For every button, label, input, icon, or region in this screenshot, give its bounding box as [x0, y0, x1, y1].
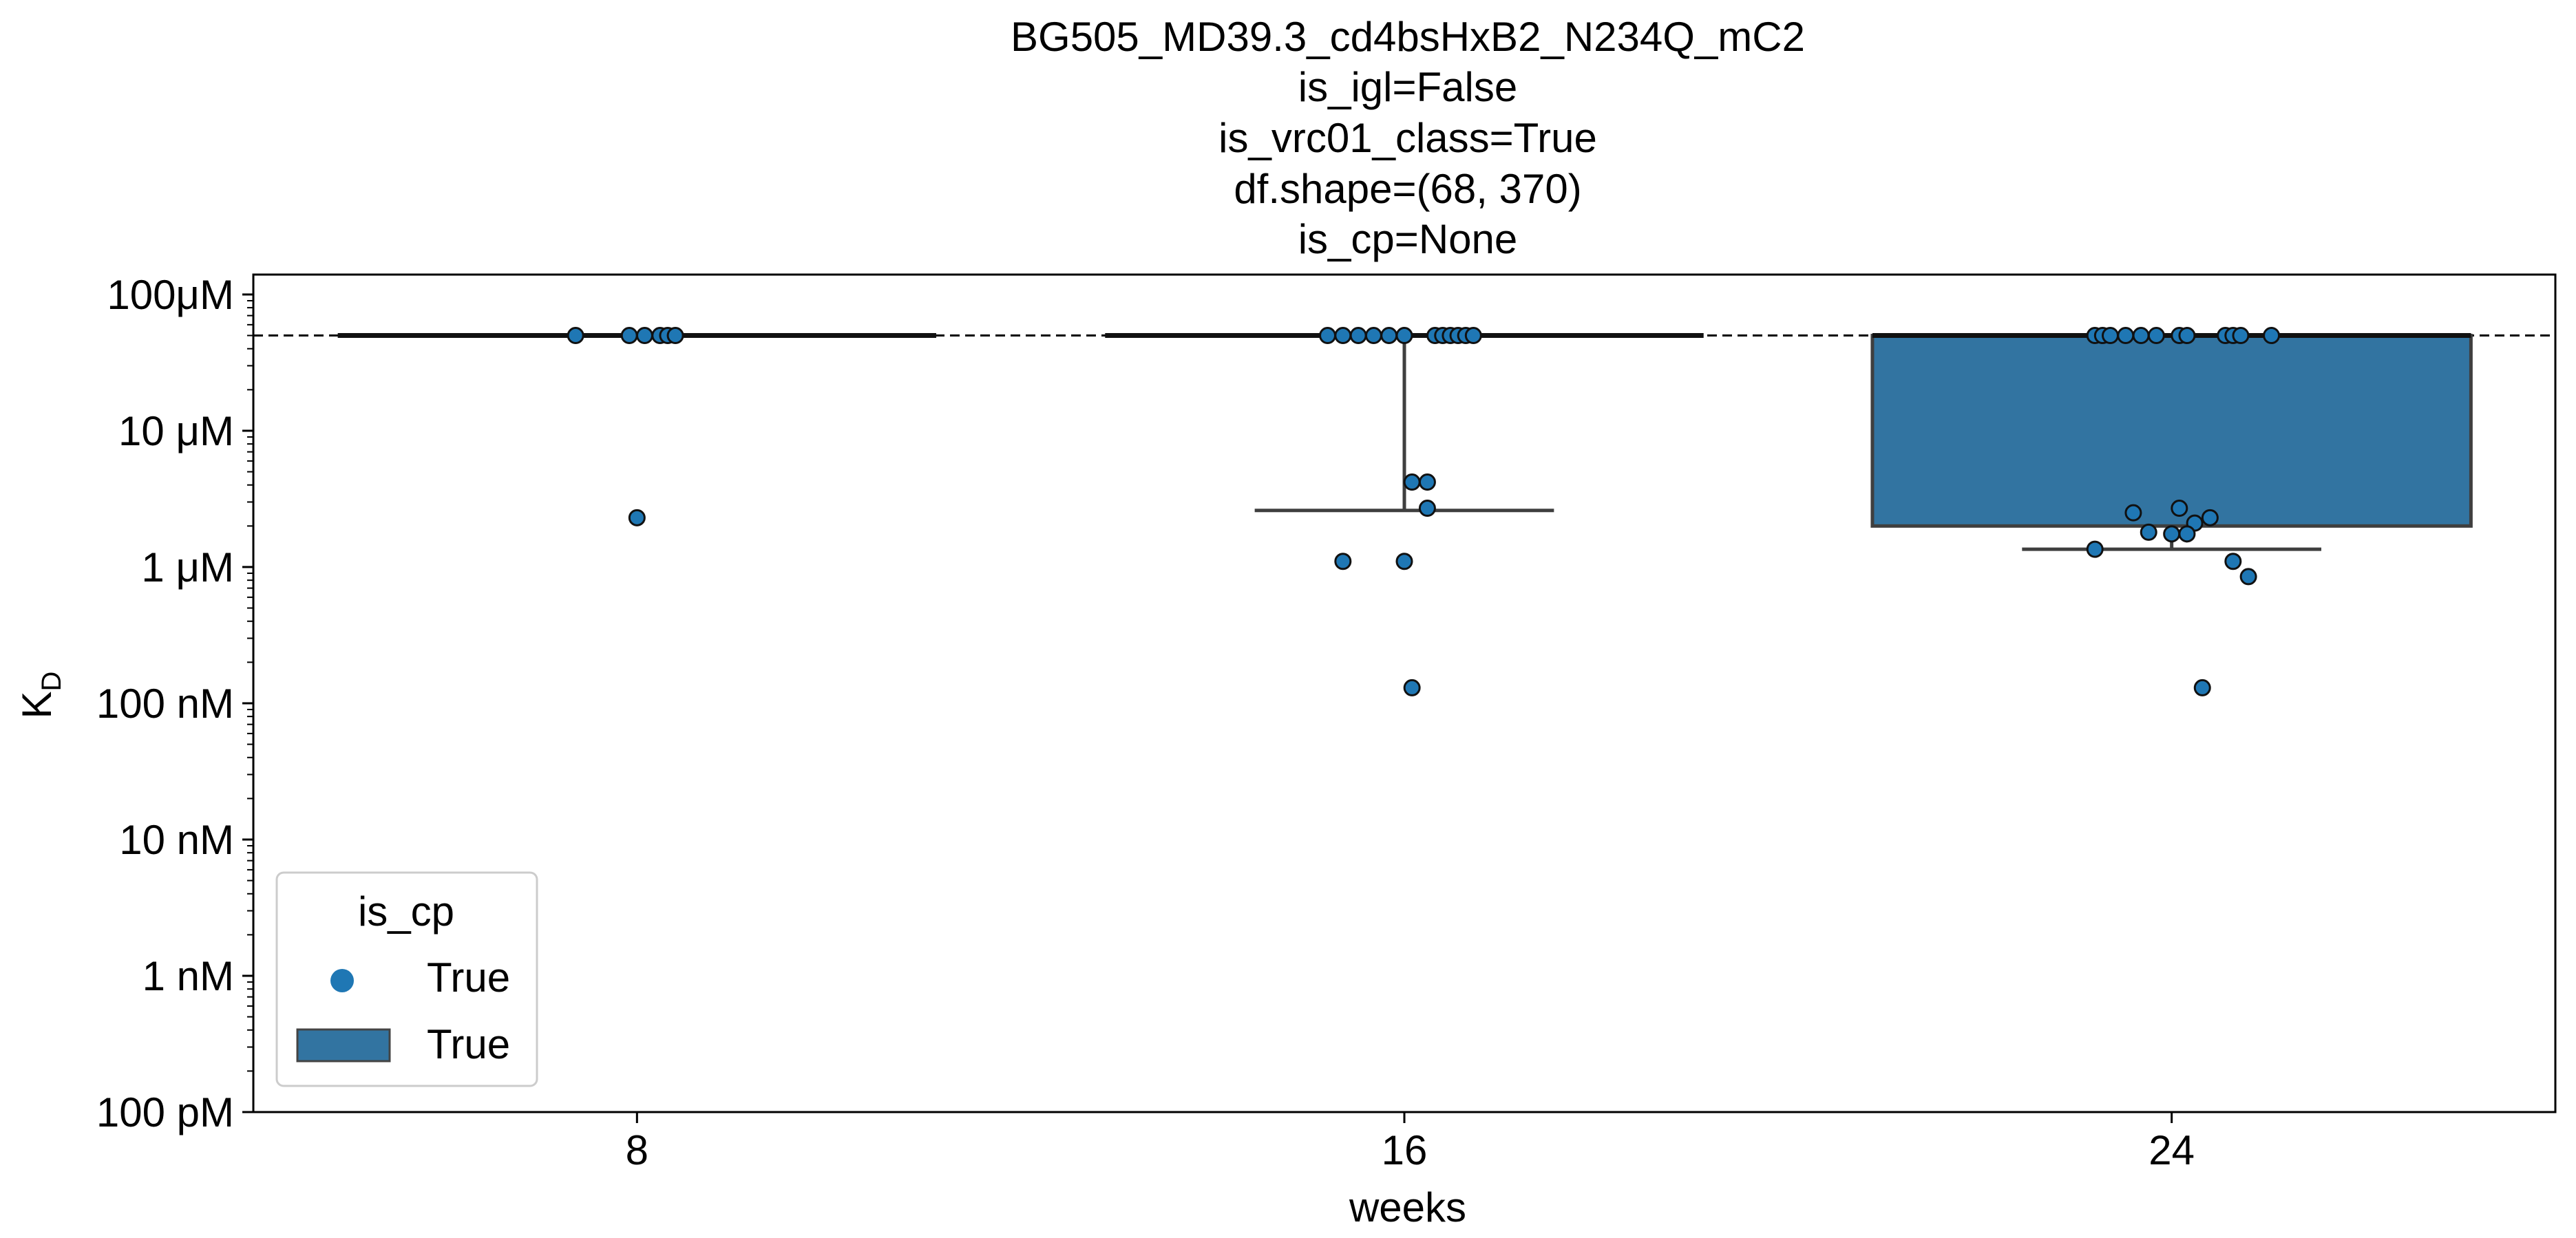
- data-point: [2147, 327, 2165, 345]
- data-point: [1319, 327, 1337, 345]
- x-tick-label: 24: [2149, 1127, 2195, 1173]
- box-body: [1870, 334, 2473, 528]
- data-point: [1364, 327, 1382, 345]
- x-axis-label: weeks: [1349, 1184, 1466, 1230]
- axes: 100μM 10 μM 1 μM 100 nM 10 nM 1 nM 100 pM 8 16 24: [96, 272, 2557, 1173]
- data-point: [2193, 679, 2211, 696]
- legend-box-marker: [296, 1028, 391, 1063]
- legend-title: is_cp: [358, 888, 454, 935]
- y-axis-label-main: K: [14, 691, 60, 718]
- data-point: [1403, 473, 1421, 491]
- data-point: [2171, 500, 2188, 517]
- data-point: [1464, 327, 1482, 345]
- data-point: [2140, 523, 2157, 541]
- y-tick-label: 10 nM: [119, 817, 234, 863]
- legend-point-marker: [330, 969, 354, 992]
- data-point: [1403, 679, 1421, 696]
- data-point: [2132, 327, 2150, 345]
- title-line: BG505_MD39.3_cd4bsHxB2_N234Q_mC2: [1011, 14, 1805, 60]
- data-point: [620, 327, 638, 345]
- data-point: [2117, 327, 2135, 345]
- data-point: [2101, 327, 2119, 345]
- y-tick-label: 10 μM: [118, 408, 234, 454]
- chart-title: BG505_MD39.3_cd4bsHxB2_N234Q_mC2 is_igl=…: [1011, 14, 1805, 262]
- data-point: [628, 509, 646, 526]
- data-point: [1418, 500, 1436, 517]
- data-point: [2178, 327, 2196, 345]
- svg-text:KD: KD: [14, 672, 67, 719]
- title-line: df.shape=(68, 370): [1234, 166, 1581, 212]
- y-tick-label: 100 pM: [96, 1089, 234, 1135]
- data-point: [1418, 473, 1436, 491]
- data-point: [666, 327, 684, 345]
- y-tick-label: 1 μM: [141, 544, 234, 590]
- x-tick-label: 8: [626, 1127, 648, 1173]
- title-line: is_cp=None: [1298, 216, 1518, 262]
- y-axis-label: KD: [14, 672, 67, 719]
- data-point: [2086, 540, 2104, 558]
- data-point: [2224, 553, 2242, 570]
- data-point: [2232, 327, 2250, 345]
- y-tick-label: 100 nM: [96, 681, 234, 727]
- data-point: [1395, 553, 1413, 570]
- data-point: [2201, 509, 2219, 526]
- data-point: [1349, 327, 1367, 345]
- data-point: [1380, 327, 1398, 345]
- data-point: [2239, 568, 2257, 586]
- legend: is_cp True True: [275, 871, 538, 1087]
- data-point: [2263, 327, 2281, 345]
- data-point: [567, 327, 584, 345]
- data-point: [1395, 327, 1413, 345]
- data-point: [2163, 525, 2181, 543]
- y-tick-label: 100μM: [107, 272, 234, 318]
- y-axis-label-subscript: D: [36, 672, 67, 692]
- data-point: [1334, 327, 1352, 345]
- legend-box-label: True: [427, 1021, 510, 1067]
- legend-point-label: True: [427, 954, 510, 1001]
- plot-area: [253, 327, 2555, 696]
- x-tick-label: 16: [1382, 1127, 1428, 1173]
- data-point: [635, 327, 653, 345]
- data-point: [2124, 504, 2142, 522]
- data-point: [2178, 525, 2196, 543]
- title-line: is_igl=False: [1298, 64, 1518, 110]
- data-point: [1334, 553, 1352, 570]
- y-tick-label: 1 nM: [142, 953, 234, 999]
- title-line: is_vrc01_class=True: [1218, 115, 1597, 161]
